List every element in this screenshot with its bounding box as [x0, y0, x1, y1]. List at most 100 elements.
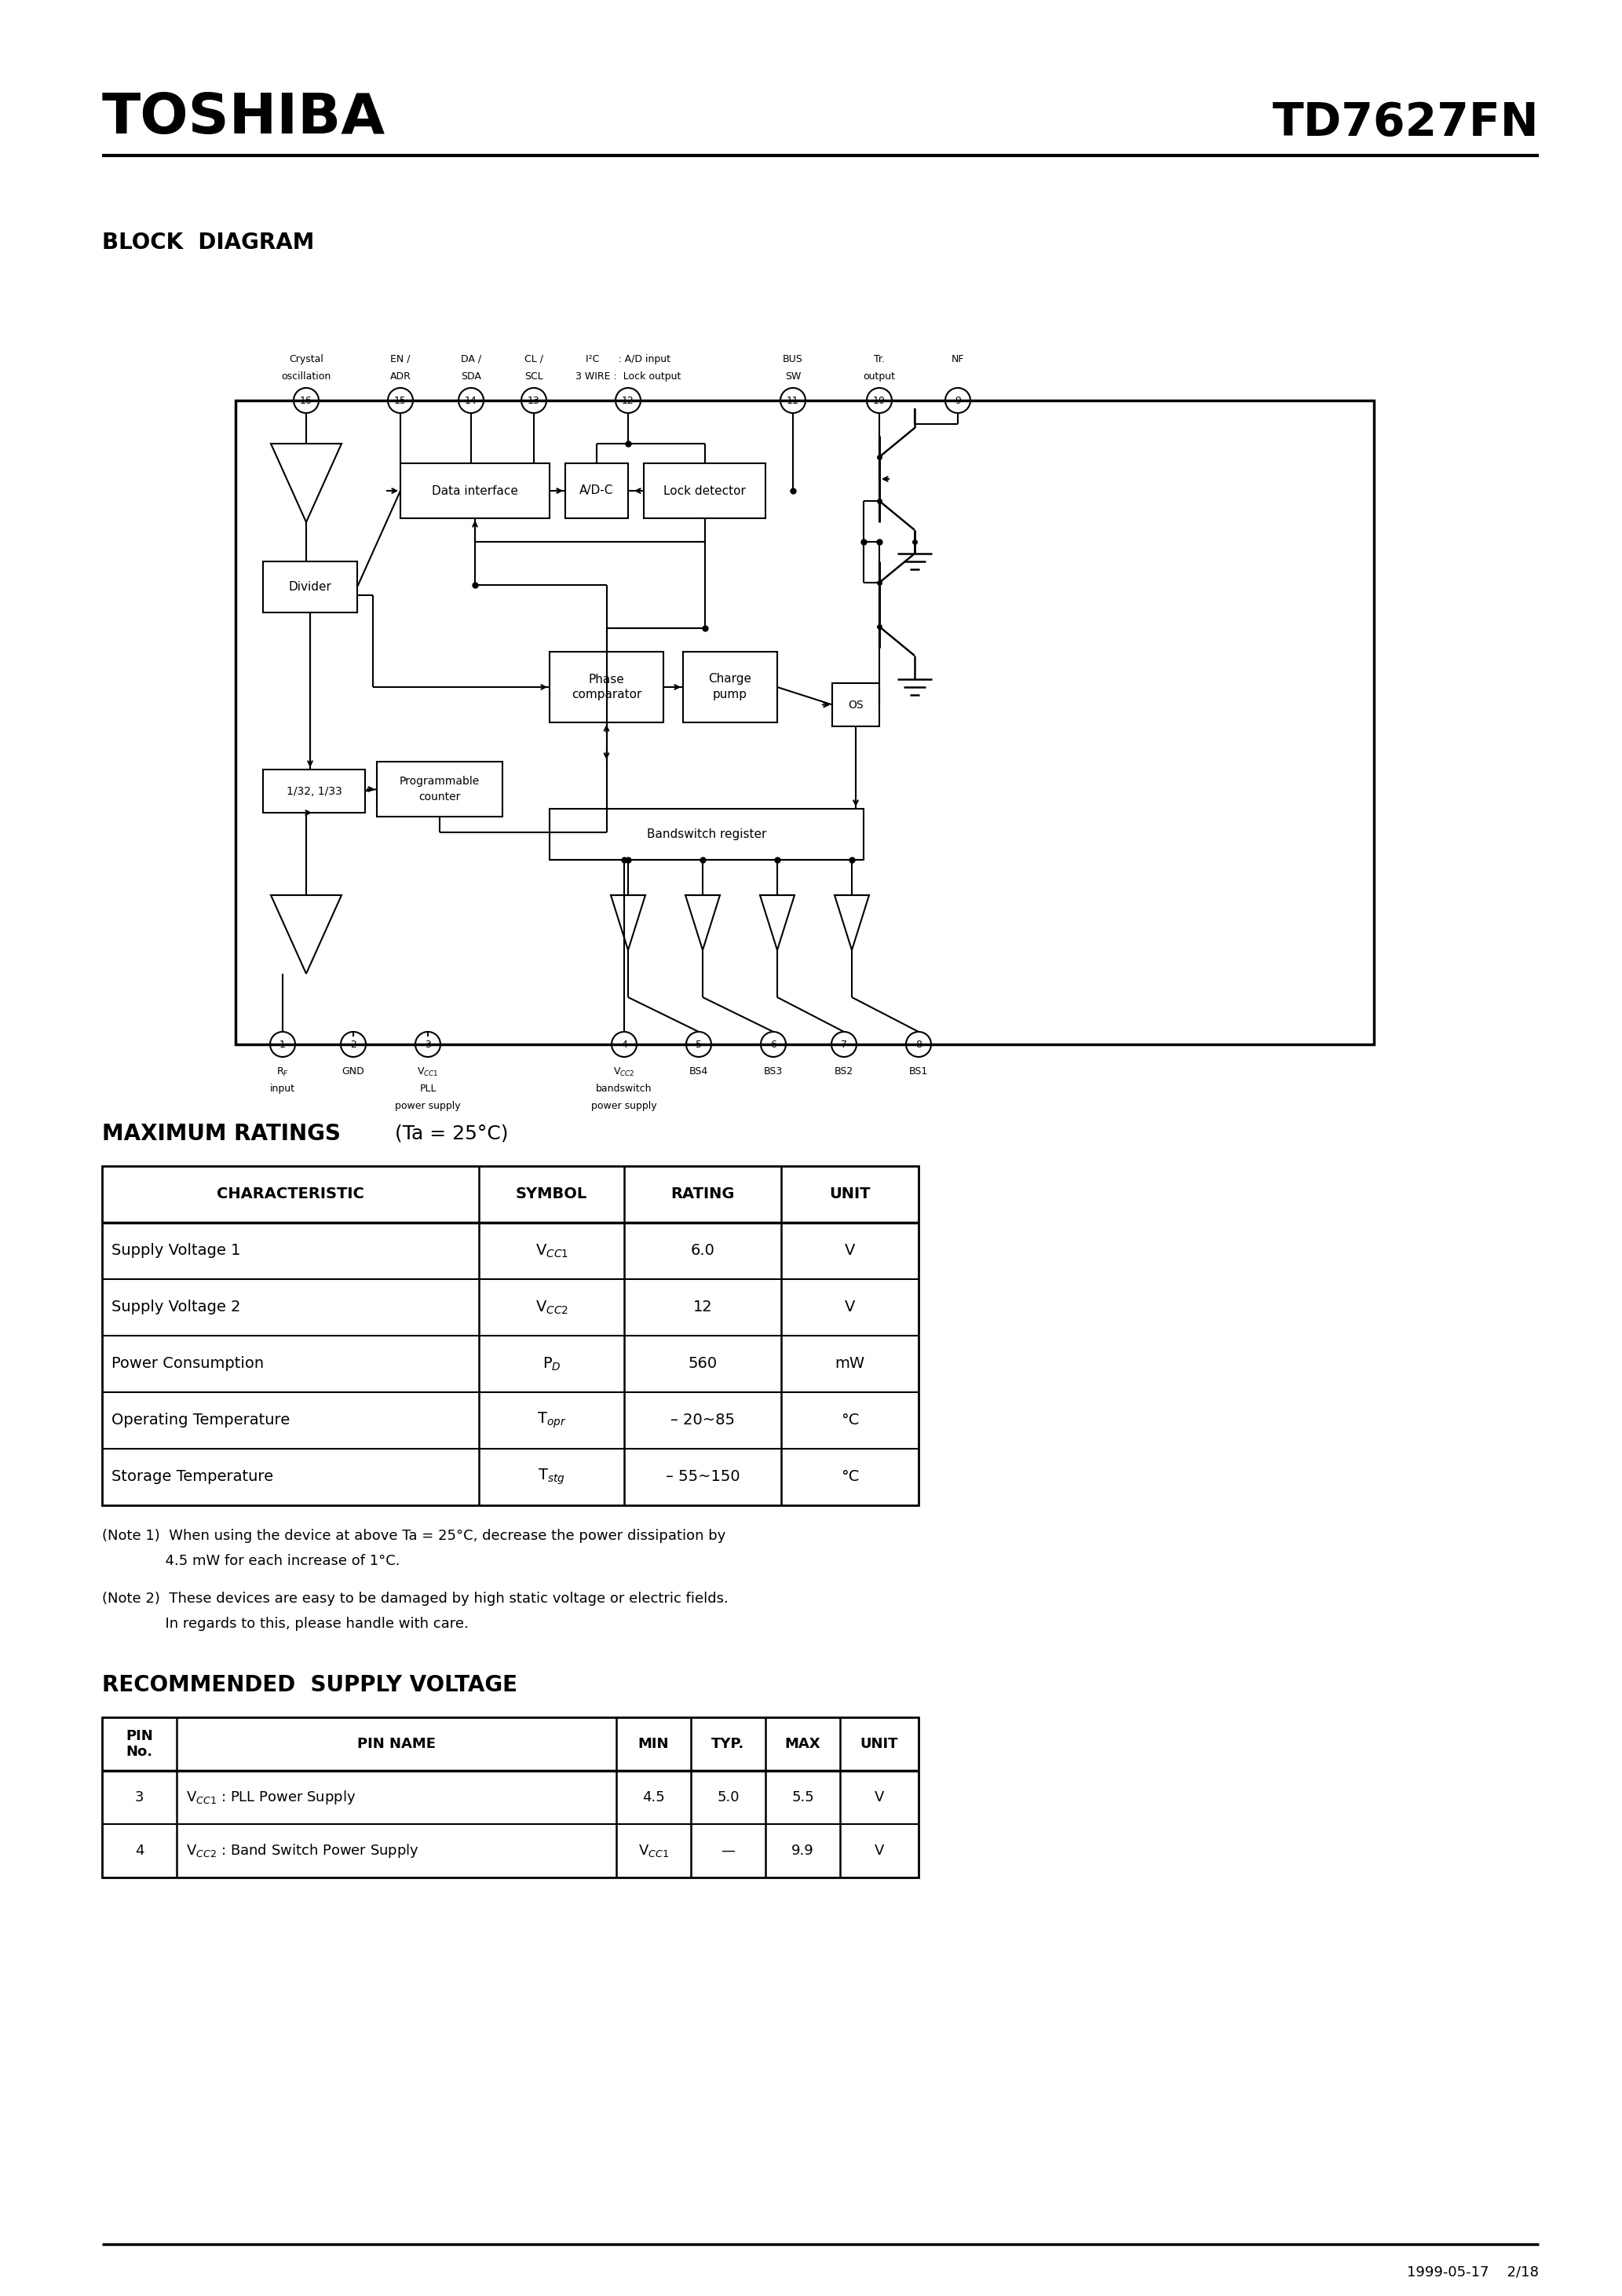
Text: 6: 6 [770, 1040, 777, 1049]
Text: 3 WIRE :  Lock output: 3 WIRE : Lock output [576, 372, 681, 381]
Text: 14: 14 [466, 395, 477, 406]
Text: (Note 2)  These devices are easy to be damaged by high static voltage or electri: (Note 2) These devices are easy to be da… [102, 1591, 728, 1605]
Text: UNIT: UNIT [860, 1736, 899, 1752]
Text: BS4: BS4 [689, 1065, 709, 1077]
Text: Charge: Charge [709, 673, 751, 684]
Bar [263, 769, 365, 813]
Text: V$_{CC2}$: V$_{CC2}$ [535, 1300, 568, 1316]
Text: 16: 16 [300, 395, 313, 406]
Text: output: output [863, 372, 895, 381]
Text: oscillation: oscillation [281, 372, 331, 381]
Bar [683, 652, 777, 723]
Text: Crystal: Crystal [289, 354, 323, 365]
Text: BUS: BUS [783, 354, 803, 365]
Text: GND: GND [342, 1065, 365, 1077]
Text: Data interface: Data interface [431, 484, 517, 496]
Bar [550, 808, 863, 859]
Text: 1/32, 1/33: 1/32, 1/33 [285, 785, 342, 797]
Text: EN /: EN / [391, 354, 410, 365]
Text: Programmable: Programmable [399, 776, 480, 788]
Text: R$_F$: R$_F$ [276, 1065, 289, 1079]
Text: V$_{CC2}$: V$_{CC2}$ [613, 1065, 634, 1079]
Text: SCL: SCL [524, 372, 543, 381]
Text: SDA: SDA [461, 372, 482, 381]
Text: BLOCK  DIAGRAM: BLOCK DIAGRAM [102, 232, 315, 253]
Text: BS3: BS3 [764, 1065, 783, 1077]
Text: 1: 1 [279, 1040, 285, 1049]
Text: BS1: BS1 [908, 1065, 928, 1077]
Text: 5.5: 5.5 [792, 1791, 814, 1805]
Text: V$_{CC1}$ : PLL Power Supply: V$_{CC1}$ : PLL Power Supply [187, 1789, 355, 1807]
Text: PLL: PLL [420, 1084, 436, 1093]
Bar [263, 563, 357, 613]
Text: CHARACTERISTIC: CHARACTERISTIC [217, 1187, 365, 1201]
Bar [235, 400, 1374, 1045]
Text: RECOMMENDED  SUPPLY VOLTAGE: RECOMMENDED SUPPLY VOLTAGE [102, 1674, 517, 1697]
Text: V$_{CC1}$: V$_{CC1}$ [535, 1242, 568, 1258]
Text: Divider: Divider [289, 581, 331, 592]
Text: 3: 3 [425, 1040, 431, 1049]
Text: V: V [845, 1244, 855, 1258]
Text: 13: 13 [527, 395, 540, 406]
Bar [644, 464, 766, 519]
Text: I²C      : A/D input: I²C : A/D input [586, 354, 670, 365]
Text: 7: 7 [840, 1040, 847, 1049]
Text: TOSHIBA: TOSHIBA [102, 92, 386, 145]
Text: Phase: Phase [589, 673, 624, 684]
Text: SW: SW [785, 372, 801, 381]
Text: comparator: comparator [571, 689, 642, 700]
Text: – 55~150: – 55~150 [665, 1469, 740, 1486]
Text: 12: 12 [693, 1300, 712, 1316]
Text: OS: OS [848, 700, 863, 709]
Text: NF: NF [952, 354, 965, 365]
Text: 4: 4 [135, 1844, 144, 1857]
Text: ADR: ADR [389, 372, 410, 381]
Bar [832, 684, 879, 726]
Text: – 20~85: – 20~85 [670, 1412, 735, 1428]
Text: (Ta = 25°C): (Ta = 25°C) [389, 1125, 508, 1143]
Text: 4: 4 [621, 1040, 628, 1049]
Text: input: input [271, 1084, 295, 1093]
Bar [102, 1166, 918, 1506]
Text: V: V [874, 1791, 884, 1805]
Bar [564, 464, 628, 519]
Text: UNIT: UNIT [829, 1187, 871, 1201]
Text: power supply: power supply [396, 1100, 461, 1111]
Text: Bandswitch register: Bandswitch register [647, 829, 767, 840]
Text: Storage Temperature: Storage Temperature [112, 1469, 274, 1486]
Text: A/D-C: A/D-C [579, 484, 613, 496]
Text: T$_{stg}$: T$_{stg}$ [539, 1467, 564, 1486]
Bar [102, 1717, 918, 1878]
Text: MAX: MAX [785, 1736, 821, 1752]
Text: MIN: MIN [637, 1736, 670, 1752]
Text: RATING: RATING [670, 1187, 735, 1201]
Bar [401, 464, 550, 519]
Text: MAXIMUM RATINGS: MAXIMUM RATINGS [102, 1123, 341, 1146]
Bar [550, 652, 663, 723]
Text: bandswitch: bandswitch [595, 1084, 652, 1093]
Text: Supply Voltage 2: Supply Voltage 2 [112, 1300, 240, 1316]
Text: TD7627FN: TD7627FN [1272, 101, 1539, 145]
Text: Operating Temperature: Operating Temperature [112, 1412, 290, 1428]
Text: —: — [722, 1844, 735, 1857]
Text: PIN NAME: PIN NAME [357, 1736, 436, 1752]
Text: TYP.: TYP. [712, 1736, 744, 1752]
Text: V: V [874, 1844, 884, 1857]
Text: (Note 1)  When using the device at above Ta = 25°C, decrease the power dissipati: (Note 1) When using the device at above … [102, 1529, 725, 1543]
Text: Lock detector: Lock detector [663, 484, 746, 496]
Text: BS2: BS2 [834, 1065, 853, 1077]
Text: 9: 9 [955, 395, 960, 406]
Text: 5.0: 5.0 [717, 1791, 740, 1805]
Bar [376, 762, 503, 817]
Text: V$_{CC1}$: V$_{CC1}$ [417, 1065, 438, 1079]
Text: 560: 560 [688, 1357, 717, 1371]
Text: power supply: power supply [592, 1100, 657, 1111]
Text: 6.0: 6.0 [691, 1244, 715, 1258]
Text: 8: 8 [915, 1040, 921, 1049]
Text: V$_{CC1}$: V$_{CC1}$ [639, 1844, 668, 1860]
Text: In regards to this, please handle with care.: In regards to this, please handle with c… [102, 1616, 469, 1630]
Text: Power Consumption: Power Consumption [112, 1357, 264, 1371]
Text: 15: 15 [394, 395, 407, 406]
Text: DA /: DA / [461, 354, 482, 365]
Text: V$_{CC2}$ : Band Switch Power Supply: V$_{CC2}$ : Band Switch Power Supply [187, 1841, 418, 1860]
